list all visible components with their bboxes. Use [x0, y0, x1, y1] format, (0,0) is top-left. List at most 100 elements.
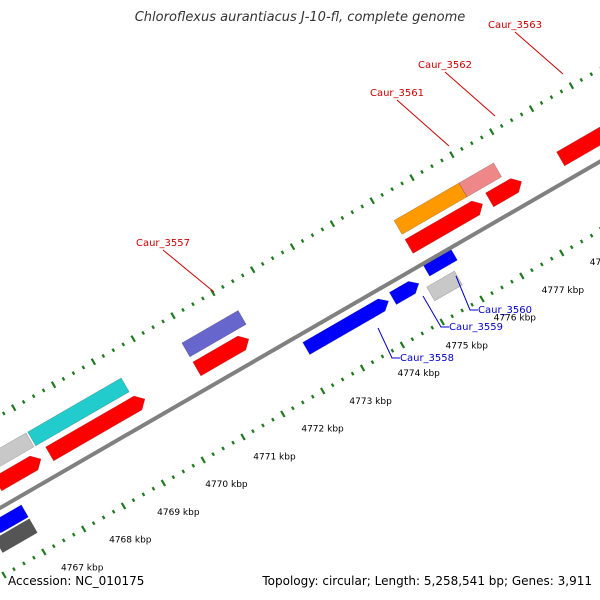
tick-mark — [430, 325, 435, 330]
tick-mark — [409, 174, 415, 182]
tick-mark — [460, 146, 464, 152]
gene-feature — [181, 310, 247, 358]
scale-label: 4767 kbp — [61, 563, 104, 573]
tick-mark — [549, 95, 554, 100]
tick-mark — [10, 404, 17, 412]
scale-label: 4773 kbp — [349, 397, 392, 407]
tick-mark — [320, 227, 325, 232]
scale-label: 4772 kbp — [301, 425, 344, 435]
tick-mark — [530, 268, 534, 273]
tick-mark — [161, 319, 165, 324]
callout-label: Caur_3561 — [370, 88, 424, 99]
scale-label: 4774 kbp — [397, 369, 440, 379]
callout-line — [455, 275, 478, 311]
tick-mark — [499, 123, 504, 129]
tick-mark — [350, 210, 355, 215]
scale-label: 4775 kbp — [446, 341, 489, 351]
tick-mark — [340, 215, 345, 221]
tick-mark — [310, 233, 315, 238]
tick-mark — [330, 383, 335, 388]
tick-mark — [191, 463, 196, 468]
tick-mark — [280, 250, 285, 255]
callout-label: Caur_3563 — [488, 20, 542, 31]
tick-mark — [539, 262, 544, 267]
tick-mark — [390, 348, 395, 353]
tick-mark — [90, 358, 97, 366]
gene-features — [0, 126, 600, 554]
gene-feature — [556, 126, 600, 167]
tick-mark — [61, 376, 66, 382]
tick-mark — [91, 521, 96, 526]
tick-mark — [439, 318, 445, 326]
tick-mark — [539, 100, 544, 106]
tick-mark — [160, 479, 167, 487]
tick-mark — [32, 555, 36, 560]
tick-mark — [1, 411, 6, 416]
tick-mark — [221, 446, 225, 451]
tick-mark — [121, 342, 126, 347]
tick-mark — [329, 220, 336, 228]
tick-mark — [61, 538, 66, 543]
tick-mark — [509, 118, 514, 123]
tick-mark — [569, 245, 574, 250]
tick-mark — [151, 486, 156, 491]
tick-mark — [271, 417, 275, 422]
accession-text: Accession: NC_010175 — [8, 574, 145, 588]
callout-label: Caur_3559 — [449, 322, 503, 333]
tick-mark — [390, 187, 394, 192]
tick-mark — [340, 377, 345, 382]
tick-mark — [151, 325, 155, 330]
gene-feature — [485, 178, 522, 208]
tick-mark — [130, 335, 136, 343]
tick-mark — [250, 266, 256, 274]
tick-mark — [300, 400, 305, 405]
callout-label: Caur_3560 — [478, 305, 532, 316]
callout-line — [444, 71, 496, 117]
tick-mark — [489, 128, 495, 136]
tick-mark — [22, 561, 26, 566]
scale-label: 4776 kbp — [494, 314, 537, 324]
callout-label: Caur_3557 — [136, 238, 190, 249]
tick-mark — [240, 433, 246, 441]
tick-mark — [230, 279, 235, 284]
tick-mark — [141, 492, 146, 497]
gene-feature — [302, 298, 389, 355]
scale-label: 4768 kbp — [109, 536, 152, 546]
tick-mark — [410, 337, 415, 342]
tick-mark — [1, 571, 7, 579]
tick-mark — [470, 302, 474, 307]
tick-mark — [519, 112, 524, 117]
scale-label: 4778 kbp — [590, 258, 600, 268]
tick-mark — [170, 312, 176, 320]
callout-line — [396, 99, 450, 147]
callout-line — [422, 295, 449, 328]
tick-mark — [71, 371, 76, 376]
scale-labels: 4767 kbp 4768 kbp 4769 kbp 4770 kbp 4771 kbp… — [61, 258, 600, 573]
callout-line — [162, 249, 215, 293]
scale-label: 4771 kbp — [253, 452, 296, 462]
tick-mark — [460, 308, 464, 313]
tick-mark — [211, 452, 215, 457]
tick-mark — [21, 399, 26, 405]
outer-tick-track — [1, 67, 600, 416]
tick-mark — [350, 371, 355, 376]
tick-mark — [440, 158, 444, 163]
gene-feature — [426, 270, 463, 302]
callout-label: Caur_3558 — [400, 353, 454, 364]
tick-mark — [549, 256, 554, 261]
tick-mark — [260, 261, 265, 267]
tick-mark — [171, 475, 176, 480]
gene-feature — [192, 335, 250, 377]
tick-mark — [50, 381, 57, 389]
tick-mark — [559, 89, 564, 94]
tick-mark — [41, 388, 46, 393]
gene-feature — [388, 281, 420, 305]
gene-feature — [0, 518, 38, 554]
tick-mark — [479, 135, 484, 140]
gene-feature — [404, 200, 483, 254]
callout-line — [377, 327, 400, 359]
tick-mark — [510, 279, 514, 284]
tick-mark — [568, 82, 575, 90]
